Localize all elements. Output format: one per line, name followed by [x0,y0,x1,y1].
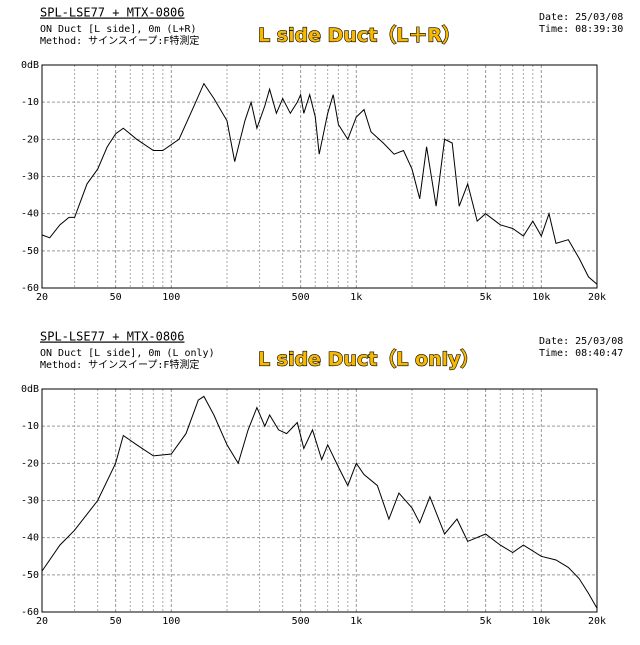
x-tick-label: 1k [350,292,362,303]
subtitle: ON Duct [L side], 0m (L only) [40,348,215,359]
annotation: L side Duct（L only） [258,348,480,371]
chart-title: SPL-LSE77 + MTX-0806 [40,330,185,344]
y-tick-label: -10 [21,97,39,108]
x-tick-label: 10k [532,616,550,627]
x-tick-label: 500 [292,616,310,627]
chart-title: SPL-LSE77 + MTX-0806 [40,6,185,20]
x-tick-label: 20k [588,292,606,303]
y-tick-label: -30 [21,496,39,507]
y-tick-label: 0dB [21,384,39,395]
y-tick-label: -60 [21,607,39,618]
date: Date: 25/03/08 [539,12,623,23]
y-tick-label: -50 [21,570,39,581]
x-tick-label: 100 [162,292,180,303]
x-tick-label: 100 [162,616,180,627]
annotation: L side Duct（L＋R） [258,24,461,47]
x-tick-label: 500 [292,292,310,303]
x-tick-label: 20 [36,616,48,627]
x-tick-label: 50 [110,292,122,303]
response-line [41,82,598,285]
subtitle: Method: サインスイープ:F特測定 [40,358,199,371]
response-line [41,395,598,609]
time: Time: 08:39:30 [539,24,623,35]
subtitle: ON Duct [L side], 0m (L+R) [40,24,197,35]
x-tick-label: 10k [532,292,550,303]
time: Time: 08:40:47 [539,348,623,359]
y-tick-label: -10 [21,421,39,432]
x-tick-label: 20 [36,292,48,303]
y-tick-label: -40 [21,533,39,544]
y-tick-label: -60 [21,283,39,294]
plot-frame [41,388,598,613]
y-tick-label: 0dB [21,60,39,71]
x-tick-label: 5k [480,616,492,627]
x-tick-label: 20k [588,616,606,627]
x-tick-label: 50 [110,616,122,627]
y-tick-label: -20 [21,458,39,469]
y-tick-label: -50 [21,246,39,257]
y-tick-label: -20 [21,134,39,145]
x-tick-label: 5k [480,292,492,303]
y-tick-label: -40 [21,209,39,220]
date: Date: 25/03/08 [539,336,623,347]
subtitle: Method: サインスイープ:F特測定 [40,34,199,47]
y-tick-label: -30 [21,172,39,183]
x-tick-label: 1k [350,616,362,627]
plot-frame [41,64,598,289]
